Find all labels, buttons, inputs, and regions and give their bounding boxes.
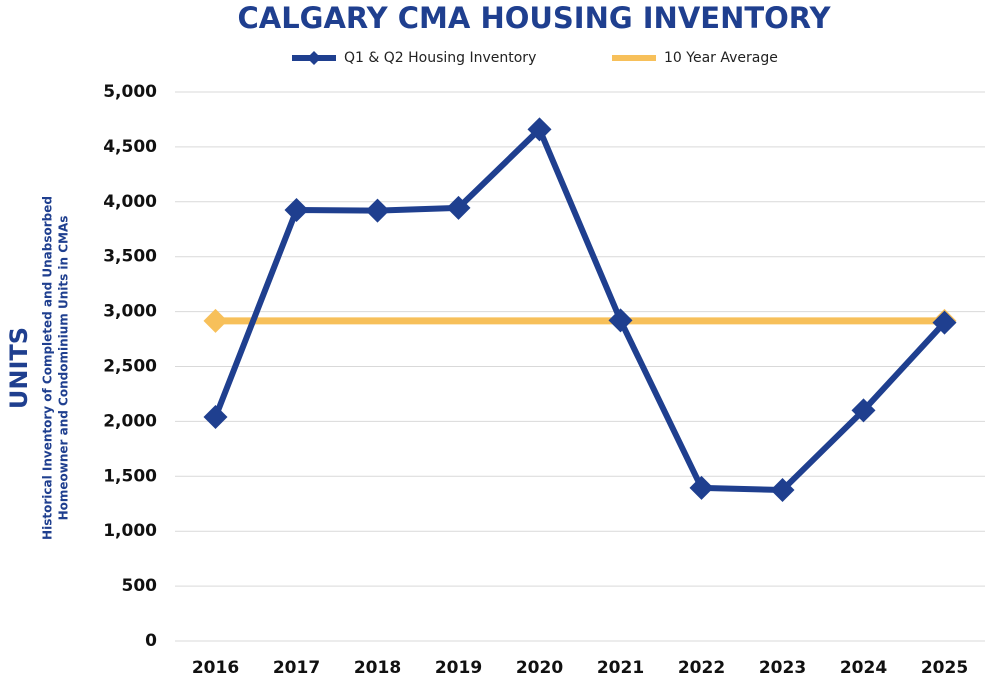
y-axis-subtitle: Homeowner and Condominium Units in CMAs — [57, 216, 71, 521]
y-tick-label: 4,000 — [103, 192, 157, 212]
x-tick-label: 2016 — [192, 658, 239, 678]
x-tick-label: 2022 — [678, 658, 725, 678]
y-tick-label: 4,500 — [103, 137, 157, 157]
point-marker — [203, 405, 228, 430]
y-tick-label: 5,000 — [103, 82, 157, 102]
y-tick-label: 3,500 — [103, 247, 157, 267]
legend-marker — [307, 51, 321, 65]
y-tick-label: 3,000 — [103, 302, 157, 322]
point-marker — [932, 310, 957, 335]
point-marker — [284, 198, 309, 223]
y-axis-title: UNITS — [5, 327, 33, 409]
x-tick-label: 2025 — [921, 658, 968, 678]
point-marker — [770, 478, 795, 503]
legend-label: 10 Year Average — [664, 50, 778, 66]
x-tick-label: 2020 — [516, 658, 563, 678]
y-tick-label: 500 — [122, 576, 158, 596]
y-tick-label: 2,500 — [103, 357, 157, 377]
chart-title: CALGARY CMA HOUSING INVENTORY — [237, 1, 831, 35]
point-marker — [527, 117, 552, 142]
y-tick-label: 2,000 — [103, 411, 157, 431]
point-marker — [446, 195, 471, 220]
point-marker — [203, 308, 228, 333]
y-tick-label: 0 — [145, 631, 157, 651]
y-tick-label: 1,000 — [103, 521, 157, 541]
point-marker — [689, 475, 714, 500]
series-line — [212, 126, 947, 494]
y-axis-subtitle: Historical Inventory of Completed and Un… — [41, 196, 55, 540]
point-marker — [365, 198, 390, 223]
x-tick-label: 2023 — [759, 658, 806, 678]
x-tick-label: 2017 — [273, 658, 320, 678]
x-tick-label: 2018 — [354, 658, 401, 678]
x-tick-label: 2024 — [840, 658, 887, 678]
point-marker — [608, 308, 633, 333]
x-tick-label: 2021 — [597, 658, 644, 678]
legend-label: Q1 & Q2 Housing Inventory — [344, 50, 536, 66]
point-marker — [851, 398, 876, 423]
y-tick-label: 1,500 — [103, 466, 157, 486]
x-tick-label: 2019 — [435, 658, 482, 678]
